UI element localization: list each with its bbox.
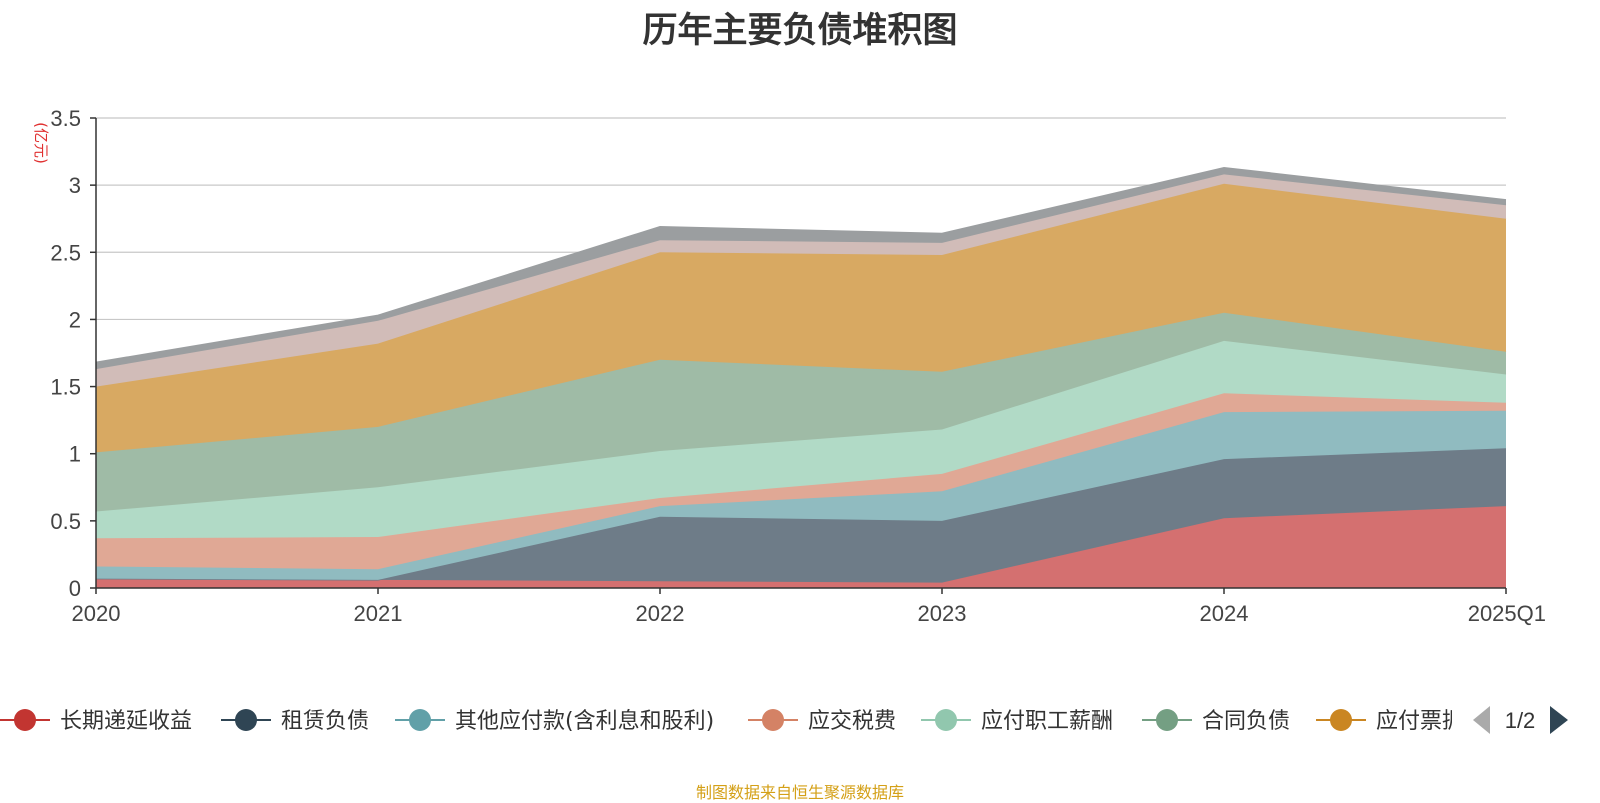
legend-marker xyxy=(409,709,431,731)
legend-item[interactable]: 租赁负债 xyxy=(221,709,369,734)
area-series-4 xyxy=(96,393,1506,570)
area-series-line-4 xyxy=(95,392,1507,540)
legend-prev-icon[interactable] xyxy=(1473,706,1490,734)
legend-item[interactable]: 其他应付款(含利息和股利) xyxy=(395,709,714,734)
area-series-2 xyxy=(96,448,1506,583)
legend-label: 应交税费 xyxy=(808,709,896,734)
y-tick-label: 2.5 xyxy=(50,240,81,265)
legend: 长期递延收益 租赁负债 其他应付款(含利息和股利) 应交税费 应付职工薪酬 合同负债 应付票… xyxy=(0,709,1464,734)
legend-label: 应付票据 xyxy=(1376,709,1464,734)
y-tick-label: 2 xyxy=(69,307,81,332)
area-series-8 xyxy=(96,174,1506,387)
y-tick-label: 0 xyxy=(69,576,81,601)
y-tick-label: 1 xyxy=(69,442,81,467)
legend-item[interactable]: 应交税费 xyxy=(748,709,896,734)
area-series-3 xyxy=(96,410,1506,580)
area-series-1 xyxy=(96,506,1506,588)
x-tick-label: 2021 xyxy=(354,601,403,626)
area-series-line-8 xyxy=(95,173,1507,370)
x-tick-label: 2022 xyxy=(636,601,685,626)
source-note: 制图数据来自恒生聚源数据库 xyxy=(695,783,904,802)
legend-label: 租赁负债 xyxy=(281,709,369,734)
legend-item[interactable]: 长期递延收益 xyxy=(0,709,192,734)
y-tick-label: 0.5 xyxy=(50,509,81,534)
area-series-6 xyxy=(96,312,1506,512)
legend-marker xyxy=(935,709,957,731)
y-tick-label: 3.5 xyxy=(50,106,81,131)
legend-marker xyxy=(1156,709,1178,731)
x-tick-label: 2024 xyxy=(1200,601,1249,626)
x-tick-label: 2025Q1 xyxy=(1468,601,1546,626)
legend-item[interactable]: 应付票据 xyxy=(1316,709,1464,734)
y-axis-unit-label: (亿元) xyxy=(32,122,50,164)
area-series-7 xyxy=(96,183,1506,453)
chart-title: 历年主要负债堆积图 xyxy=(642,11,958,51)
area-series-line-9 xyxy=(95,166,1507,364)
area-series-9 xyxy=(96,167,1506,370)
legend-item[interactable]: 合同负债 xyxy=(1142,709,1290,734)
legend-label: 长期递延收益 xyxy=(60,709,192,734)
x-tick-label: 2020 xyxy=(72,601,121,626)
legend-marker xyxy=(235,709,257,731)
legend-label: 应付职工薪酬 xyxy=(981,709,1113,734)
legend-item[interactable]: 应付职工薪酬 xyxy=(921,709,1113,734)
legend-marker xyxy=(14,709,36,731)
legend-marker xyxy=(762,709,784,731)
x-tick-label: 2023 xyxy=(918,601,967,626)
legend-next-icon[interactable] xyxy=(1550,706,1568,734)
legend-label: 合同负债 xyxy=(1202,709,1290,734)
y-tick-label: 1.5 xyxy=(50,375,81,400)
area-series-5 xyxy=(96,340,1506,539)
legend-marker xyxy=(1330,709,1352,731)
y-tick-label: 3 xyxy=(69,173,81,198)
legend-page-indicator: 1/2 xyxy=(1505,708,1536,733)
legend-label: 其他应付款(含利息和股利) xyxy=(455,709,714,734)
